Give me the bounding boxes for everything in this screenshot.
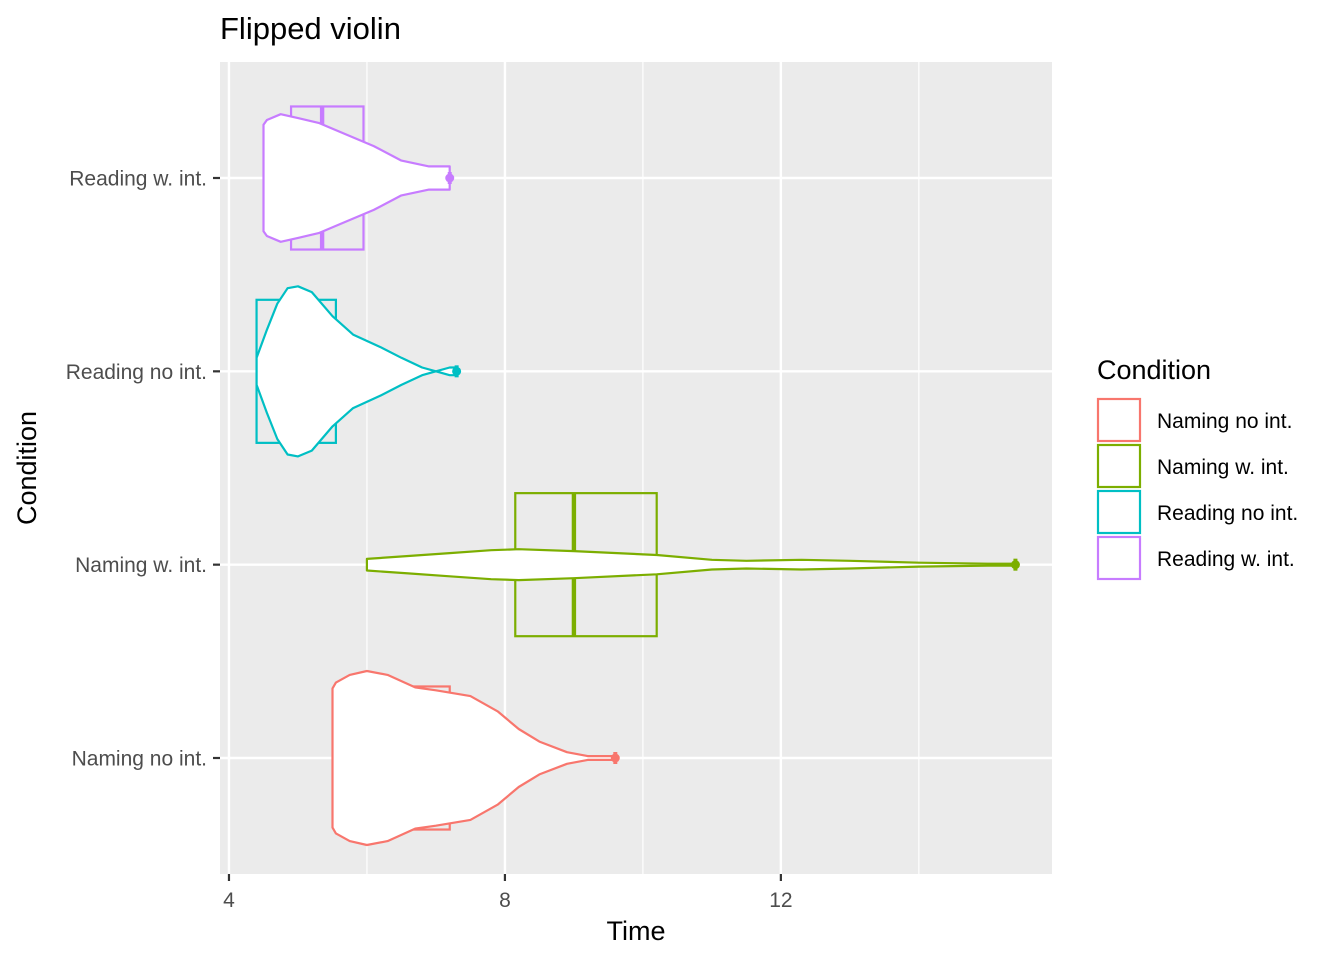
x-tick-label: 12 bbox=[769, 889, 792, 912]
y-tick-label: Reading no int. bbox=[66, 361, 207, 384]
legend-key bbox=[1096, 489, 1142, 535]
violin-group bbox=[365, 492, 1020, 638]
axes: 4 8 12 Naming no int. Naming w. int. Reading … bbox=[66, 168, 793, 913]
max-point bbox=[1010, 560, 1020, 570]
legend-label: Reading no int. bbox=[1157, 502, 1298, 525]
legend-title: Condition bbox=[1097, 355, 1211, 385]
legend-key bbox=[1096, 397, 1142, 443]
x-tick-label: 8 bbox=[499, 889, 511, 912]
y-tick-label: Naming no int. bbox=[72, 748, 207, 771]
chart-title: Flipped violin bbox=[220, 11, 401, 46]
x-tick-label: 4 bbox=[223, 889, 235, 912]
max-point bbox=[452, 366, 462, 376]
y-axis-title: Condition bbox=[12, 411, 42, 525]
legend-label: Naming w. int. bbox=[1157, 456, 1289, 479]
max-point bbox=[445, 173, 455, 183]
x-axis-title: Time bbox=[607, 916, 666, 946]
legend-label: Reading w. int. bbox=[1157, 548, 1295, 571]
max-point bbox=[610, 753, 620, 763]
violin-group bbox=[262, 105, 455, 251]
legend-key bbox=[1096, 535, 1142, 581]
violin-group bbox=[331, 669, 620, 847]
y-tick-label: Reading w. int. bbox=[69, 168, 207, 191]
legend: Condition Naming no int. Naming w. int. Re… bbox=[1096, 355, 1298, 581]
violins-and-boxes bbox=[255, 105, 1020, 847]
violin-group bbox=[255, 285, 462, 458]
legend-key bbox=[1096, 443, 1142, 489]
violin-shape bbox=[262, 113, 451, 243]
legend-label: Naming no int. bbox=[1157, 410, 1292, 433]
y-tick-label: Naming w. int. bbox=[75, 554, 207, 577]
